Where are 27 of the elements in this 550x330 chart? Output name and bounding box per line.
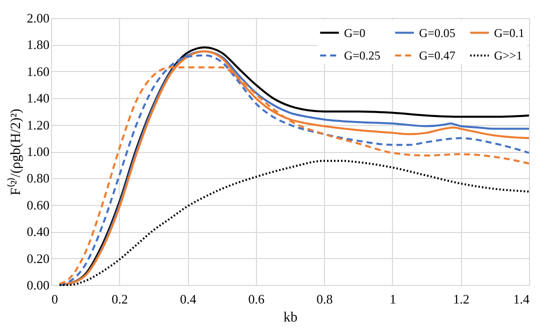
y-tick-label: 1.20 — [26, 117, 50, 132]
x-tick-label: 0.6 — [248, 292, 265, 306]
y-tick-label: 2.00 — [26, 10, 50, 26]
x-tick-label: 0.4 — [180, 292, 197, 306]
x-tick-label: 1 — [390, 292, 396, 306]
y-tick-label: 1.80 — [26, 37, 50, 52]
y-tick-label: 1.40 — [26, 90, 50, 106]
x-tick-label: 1.4 — [513, 292, 530, 306]
y-axis-title: F⁽²⁾/(ρgb(H/2)²) — [6, 108, 24, 196]
x-tick-label: 0 — [52, 292, 58, 306]
legend-label: G=0.25 — [344, 48, 380, 62]
x-tick-label: 0.2 — [112, 292, 128, 306]
y-tick-label: 0.40 — [26, 224, 50, 240]
x-tick-label: 1.2 — [453, 292, 470, 306]
x-tick-label: 0.8 — [316, 292, 333, 306]
legend-label: G=0.05 — [419, 26, 456, 40]
legend-label: G=0.47 — [419, 48, 456, 62]
legend-label: G>>1 — [494, 48, 522, 62]
y-tick-label: 0.20 — [26, 250, 50, 266]
y-tick-label: 0.00 — [26, 278, 50, 292]
x-axis-title: kb — [284, 310, 298, 326]
y-tick-label: 1.60 — [26, 64, 50, 79]
y-tick-label: 1.00 — [26, 144, 50, 159]
legend-label: G=0.1 — [494, 26, 524, 40]
legend-label: G=0 — [344, 26, 366, 40]
y-tick-label: 0.80 — [26, 170, 50, 186]
y-tick-label: 0.60 — [26, 197, 50, 212]
